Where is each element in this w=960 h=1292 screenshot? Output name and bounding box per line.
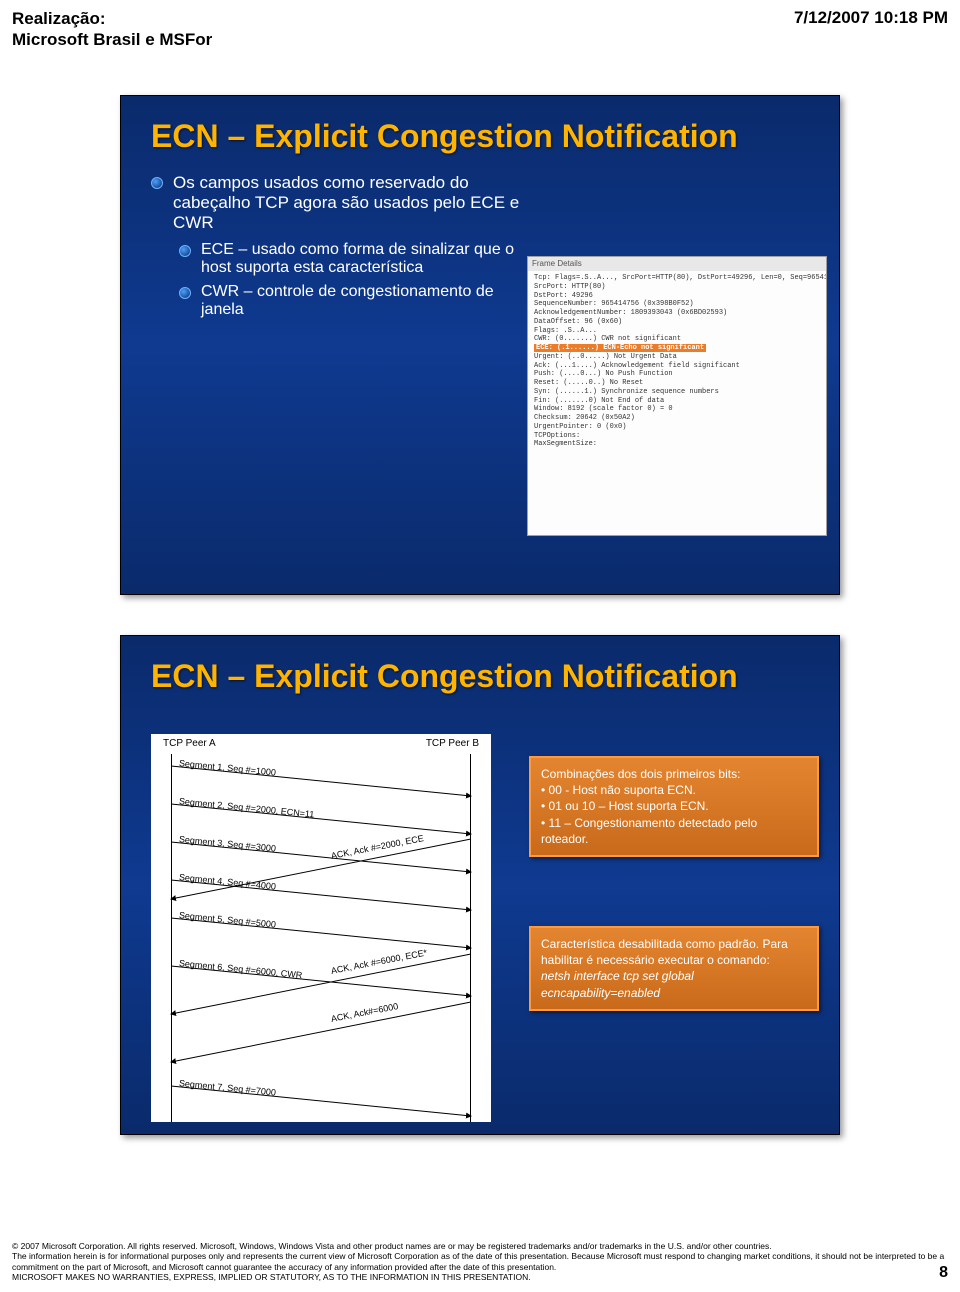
header-line2: Microsoft Brasil e MSFor [12,30,212,49]
frame-line: Tcp: Flags=.S..A..., SrcPort=HTTP(80), D… [534,274,820,283]
frame-line: Syn: (......1.) Synchronize sequence num… [534,388,820,397]
bullet: Os campos usados como reservado do cabeç… [151,173,521,233]
footer-line: MICROSOFT MAKES NO WARRANTIES, EXPRESS, … [12,1272,948,1282]
page-number: 8 [939,1263,948,1282]
frame-line: Flags: .S..A... [534,327,820,336]
slide2-title: ECN – Explicit Congestion Notification [121,636,839,705]
frame-line: AcknowledgementNumber: 1809393043 (0x6BD… [534,309,820,318]
frame-line: MaxSegmentSize: [534,440,820,449]
frame-line: CWR: (0.......) CWR not significant [534,335,820,344]
frame-details-panel: Frame Details Tcp: Flags=.S..A..., SrcPo… [527,256,827,536]
frame-line: UrgentPointer: 0 (0x0) [534,423,820,432]
info2-text: Característica desabilitada como padrão.… [541,937,788,967]
bullet: ECE – usado como forma de sinalizar que … [179,241,519,277]
slide1-title: ECN – Explicit Congestion Notification [121,96,839,165]
header-right: 7/12/2007 10:18 PM [794,8,948,28]
bullet-icon [151,177,163,189]
frame-line: Window: 8192 (scale factor 0) = 0 [534,405,820,414]
bullet: CWR – controle de congestionamento de ja… [179,283,519,319]
frame-line-highlight: ECE: (.1......) ECN-Echo not significant [534,344,820,353]
info-box-command: Característica desabilitada como padrão.… [529,926,819,1011]
bullet-icon [179,287,191,299]
info-line: Combinações dos dois primeiros bits: [541,766,807,782]
bullet-text: CWR – controle de congestionamento de ja… [201,283,519,319]
frame-line: DstPort: 49296 [534,292,820,301]
frame-line: Urgent: (..0.....) Not Urgent Data [534,353,820,362]
frame-line: Push: (....0...) No Push Function [534,370,820,379]
bullet-icon [179,245,191,257]
frame-line: SequenceNumber: 965414756 (0x398B0F52) [534,300,820,309]
info-box-combinations: Combinações dos dois primeiros bits: • 0… [529,756,819,857]
frame-line: TCPOptions: [534,432,820,441]
frame-title: Frame Details [528,257,826,271]
slide-1: ECN – Explicit Congestion Notification O… [120,95,840,595]
info-line: • 01 ou 10 – Host suporta ECN. [541,798,807,814]
frame-line: DataOffset: 96 (0x60) [534,318,820,327]
arrows-svg [151,734,491,1122]
footer-line: © 2007 Microsoft Corporation. All rights… [12,1241,948,1251]
footer: © 2007 Microsoft Corporation. All rights… [12,1241,948,1282]
slide-2: ECN – Explicit Congestion Notification T… [120,635,840,1135]
frame-line: SrcPort: HTTP(80) [534,283,820,292]
header-line1: Realização: [12,9,106,28]
frame-line: Fin: (.......0) Not End of data [534,397,820,406]
frame-line: Checksum: 20642 (0x50A2) [534,414,820,423]
tcp-sequence-diagram: TCP Peer A TCP Peer B Segment 1, Seq #=1… [151,734,491,1122]
info-line: • 00 - Host não suporta ECN. [541,782,807,798]
bullet-text: Os campos usados como reservado do cabeç… [173,173,521,233]
header-left: Realização: Microsoft Brasil e MSFor [12,8,212,51]
bullet-text: ECE – usado como forma de sinalizar que … [201,241,519,277]
info-line: • 11 – Congestionamento detectado pelo r… [541,815,807,847]
info2-cmd: netsh interface tcp set global ecncapabi… [541,969,694,999]
frame-line: Ack: (...1....) Acknowledgement field si… [534,362,820,371]
footer-line: The information herein is for informatio… [12,1251,948,1271]
frame-line: Reset: (.....0..) No Reset [534,379,820,388]
